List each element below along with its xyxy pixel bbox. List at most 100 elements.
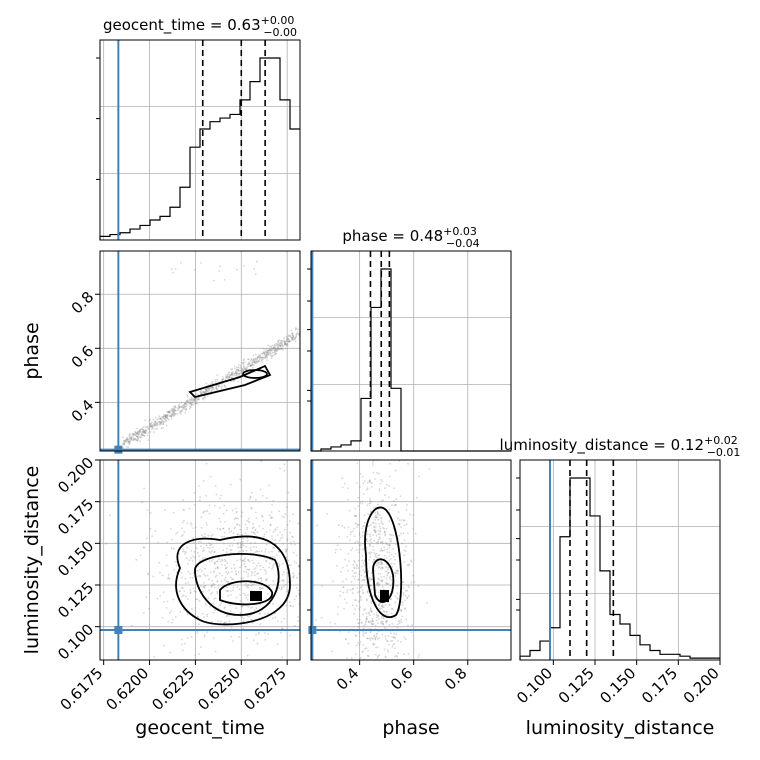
sample-point: [238, 636, 241, 638]
sample-point: [285, 506, 288, 509]
sample-point: [400, 519, 403, 521]
sample-point: [268, 551, 270, 553]
sample-point: [252, 359, 254, 362]
sample-point: [384, 635, 387, 638]
sample-point: [230, 372, 233, 375]
sample-point: [353, 578, 356, 580]
sample-point: [372, 534, 374, 536]
sample-point: [258, 358, 261, 361]
sample-point: [210, 388, 213, 391]
sample-point: [191, 401, 194, 404]
sample-point: [363, 609, 365, 611]
sample-point: [380, 517, 382, 520]
sample-point: [142, 428, 145, 431]
sample-point: [236, 369, 238, 371]
sample-point: [277, 550, 280, 553]
sample-point: [170, 414, 173, 416]
sample-point: [230, 376, 233, 379]
sample-point: [194, 398, 196, 400]
sample-point: [221, 379, 223, 381]
sample-point: [283, 341, 286, 343]
sample-point: [139, 435, 142, 438]
sample-point: [261, 515, 264, 518]
sample-point: [382, 622, 385, 625]
sample-point: [366, 591, 369, 594]
sample-point: [373, 635, 375, 637]
sample-point: [357, 559, 360, 562]
sample-point: [377, 681, 379, 683]
sample-point: [372, 644, 375, 646]
sample-point: [391, 566, 394, 568]
sample-point: [291, 337, 294, 339]
sample-point: [129, 441, 131, 444]
sample-point: [387, 674, 389, 676]
sample-point: [376, 615, 379, 618]
sample-point: [139, 436, 142, 439]
sample-point: [265, 559, 267, 562]
sample-point: [369, 621, 372, 624]
sample-point: [275, 348, 278, 351]
sample-point: [397, 620, 400, 622]
sample-point: [242, 358, 245, 361]
sample-point: [292, 552, 295, 554]
sample-point: [397, 511, 400, 513]
sample-point: [352, 563, 355, 566]
sample-point: [382, 606, 385, 608]
sample-point: [252, 526, 255, 529]
sample-point: [266, 357, 268, 359]
sample-point: [249, 364, 252, 367]
sample-point: [353, 560, 355, 562]
sample-point: [190, 396, 193, 399]
sample-point: [265, 531, 268, 533]
sample-point: [380, 541, 383, 544]
sample-point: [178, 408, 180, 410]
sample-point: [369, 637, 371, 640]
sample-point: [276, 534, 279, 536]
sample-point: [305, 516, 307, 518]
samples-phase-luminosity_distance: [312, 460, 431, 683]
sample-point: [134, 433, 137, 436]
sample-point: [292, 536, 294, 539]
sample-point: [407, 564, 410, 567]
sample-point: [267, 633, 270, 636]
sample-point: [178, 406, 181, 409]
sample-point: [243, 558, 246, 561]
sample-point: [400, 532, 402, 535]
sample-point: [342, 580, 344, 583]
sample-point: [401, 615, 404, 618]
sample-point: [400, 621, 403, 624]
sample-point: [364, 576, 366, 578]
sample-point: [292, 334, 294, 337]
sample-point: [274, 616, 277, 619]
sample-point: [376, 632, 378, 635]
sample-point: [241, 616, 244, 618]
sample-point: [227, 590, 230, 593]
sample-point: [407, 532, 409, 535]
sample-point: [128, 437, 131, 439]
sample-point: [159, 422, 162, 425]
sample-point: [257, 356, 259, 359]
sample-point: [148, 592, 151, 594]
sample-point: [298, 592, 300, 595]
sample-point: [136, 427, 138, 430]
sample-point: [386, 649, 389, 652]
sample-point: [374, 478, 376, 480]
sample-point: [375, 665, 377, 667]
sample-point: [196, 398, 199, 401]
sample-point: [247, 520, 250, 523]
sample-point: [346, 589, 349, 591]
sample-point: [402, 587, 405, 590]
sample-point: [282, 345, 284, 348]
sample-point: [382, 610, 385, 612]
sample-point: [251, 584, 254, 586]
sample-point: [251, 366, 254, 369]
sample-point: [212, 546, 215, 549]
sample-point: [276, 643, 279, 646]
sample-point: [348, 509, 351, 512]
sample-point: [260, 460, 263, 463]
yaxis-label-luminosity_distance: luminosity_distance: [21, 466, 43, 655]
sample-point: [151, 426, 154, 428]
xtick-label-luminosity_distance: 0.100: [513, 664, 556, 707]
sample-point: [371, 560, 374, 563]
sample-point: [395, 498, 398, 501]
